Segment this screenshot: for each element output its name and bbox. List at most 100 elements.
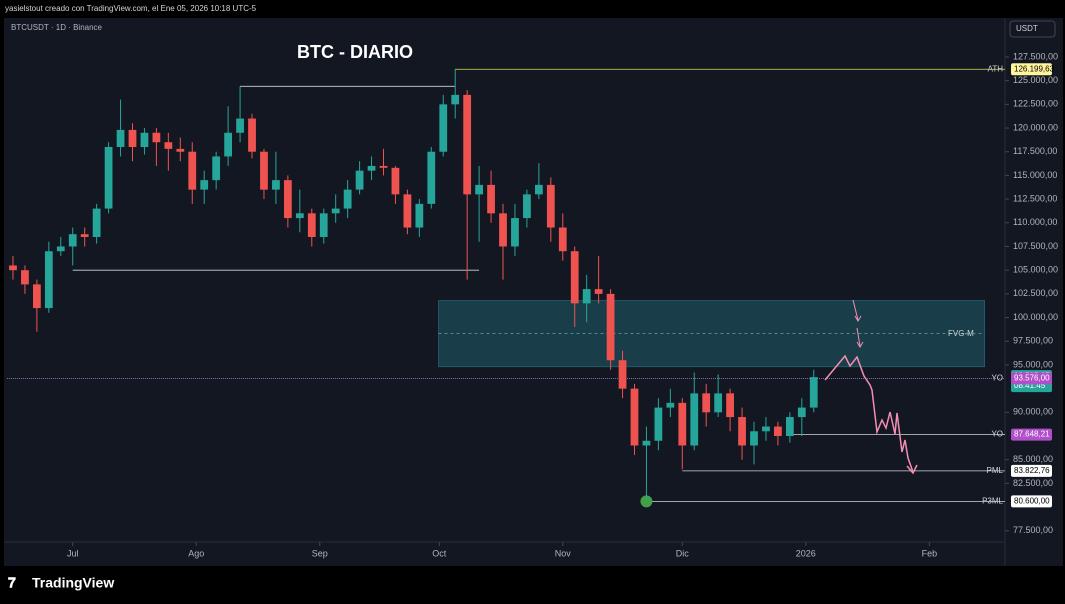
y-tick-label: 110.000,00 [1013, 217, 1057, 227]
candle-body [690, 393, 699, 446]
candle-body [726, 393, 734, 418]
candle-body [44, 251, 53, 309]
candle-body [80, 234, 89, 238]
y-tick-label: 125.000,00 [1013, 75, 1058, 85]
countdown: 08:41:45 [1014, 381, 1046, 390]
x-tick-label: Ago [188, 548, 204, 558]
candle-body [248, 118, 256, 152]
y-tick-label: 120.000,00 [1013, 122, 1058, 132]
y-tick-label: 115.000,00 [1013, 170, 1057, 180]
y-tick-label: 77.500,00 [1013, 525, 1053, 535]
candle-body [56, 246, 65, 252]
candle-body [367, 165, 376, 171]
candle-body [702, 393, 711, 413]
level-label-bg [1011, 428, 1052, 441]
y-tick-label: 117.500,00 [1013, 146, 1057, 156]
currency[interactable]: USDT [1016, 24, 1038, 33]
logo-mark: 𝟕 [8, 575, 16, 591]
y-tick-label: 105.000,00 [1013, 265, 1058, 275]
candle-body [295, 213, 304, 219]
candle-body [116, 129, 125, 147]
credit: yasielstout creado con TradingView.com, … [5, 4, 257, 13]
y-tick-label: 97.500,00 [1013, 336, 1053, 346]
candle-body [654, 407, 663, 441]
candle-body [200, 180, 209, 190]
candle-body [68, 234, 77, 247]
candle-body [176, 148, 185, 152]
candle-body [570, 251, 579, 304]
candle-body [666, 402, 675, 408]
candle-body [785, 417, 794, 437]
candle-body [499, 213, 507, 247]
candle-body [343, 189, 352, 209]
candle-body [224, 132, 232, 157]
candle-body [319, 213, 328, 238]
level-name: ATH [988, 64, 1004, 73]
y-tick-label: 90.000,00 [1013, 407, 1053, 417]
x-tick-label: Oct [432, 548, 447, 558]
level-label-bg [1011, 63, 1052, 76]
x-tick-label: Jul [67, 548, 79, 558]
candle-body [152, 132, 161, 143]
candle-body [9, 265, 17, 271]
candle-body [762, 426, 770, 432]
symbol: BTCUSDT · 1D · Binance [11, 23, 103, 32]
level-label: 87.648,21 [1014, 430, 1050, 439]
candle-body [236, 118, 244, 133]
candle-body [511, 218, 519, 247]
candle-body [212, 156, 221, 181]
projection-arrow [906, 464, 918, 475]
plot: FVG-M [7, 68, 1005, 508]
candle-body [403, 194, 412, 228]
candle-body [188, 151, 197, 190]
candle-body [642, 440, 651, 446]
candle-body [391, 167, 400, 195]
candle-body [523, 194, 531, 219]
candle-body [451, 94, 460, 105]
candle-body [415, 203, 424, 228]
chart-title: BTC - DIARIO [297, 42, 413, 62]
candle-body [104, 146, 113, 209]
candle-body [21, 270, 29, 285]
candle-body [606, 293, 615, 361]
candle-body [307, 213, 316, 238]
brand: TradingView [32, 575, 114, 591]
candle-body [582, 289, 591, 304]
y-tick-label: 82.500,00 [1013, 478, 1053, 488]
candle-body [283, 180, 292, 219]
x-tick-label: Feb [922, 548, 938, 558]
candle-body [427, 151, 436, 204]
level-name: P3ML [982, 497, 1003, 506]
level-name: PML [987, 466, 1004, 475]
y-tick-label: 127.500,00 [1013, 51, 1058, 61]
candle-body [774, 426, 782, 437]
y-tick-label: 100.000,00 [1013, 312, 1058, 322]
candle-body [331, 208, 340, 214]
candle-body [272, 180, 280, 190]
candle-body [260, 151, 268, 190]
fvg-label: FVG-M [948, 329, 974, 338]
candle-body [355, 170, 364, 190]
candle-body [463, 94, 472, 195]
currency-box[interactable] [1009, 20, 1056, 38]
candle-body [630, 388, 639, 446]
candle-body [92, 208, 101, 238]
level-label-bg [1011, 464, 1052, 477]
candle-body [714, 393, 723, 413]
x-tick-label: Dic [676, 548, 689, 558]
candle-body [379, 165, 388, 168]
level-label: 93.576,00 [1014, 374, 1050, 383]
level-label-bg [1011, 372, 1052, 385]
candle-body [487, 184, 495, 214]
candle-body [558, 227, 567, 252]
candle-body [546, 184, 555, 228]
candle-body [618, 360, 627, 389]
x-tick-label: Sep [312, 548, 328, 558]
candle-body [738, 417, 746, 446]
level-name: YO [991, 374, 1003, 383]
y-tick-label: 107.500,00 [1013, 241, 1058, 251]
y-tick-label: 122.500,00 [1013, 99, 1058, 109]
x-tick-label: 2026 [796, 548, 816, 558]
candle-body [534, 184, 543, 195]
